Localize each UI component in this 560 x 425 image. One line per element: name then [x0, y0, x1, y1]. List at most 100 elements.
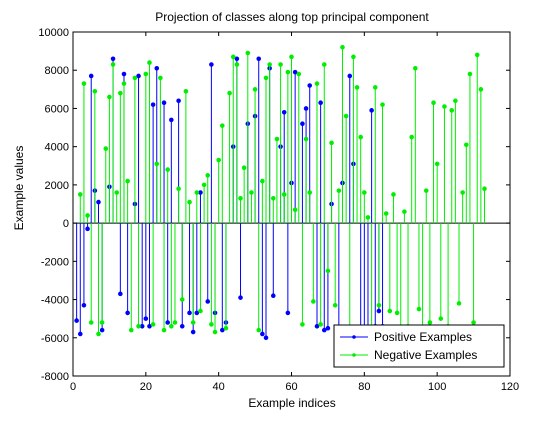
x-tick-label: 60	[285, 381, 297, 393]
stem-marker	[303, 106, 309, 111]
legend-marker	[352, 353, 356, 357]
stem-marker	[467, 71, 473, 77]
stem-marker	[118, 291, 123, 297]
stem-marker	[143, 71, 149, 77]
stem-marker	[183, 88, 189, 94]
stem-marker	[161, 327, 167, 333]
stem-marker	[194, 190, 200, 195]
stem-marker	[96, 331, 101, 337]
stem-marker	[325, 325, 331, 331]
stem-marker	[362, 190, 367, 195]
stem-marker	[139, 324, 145, 329]
stem-marker	[260, 178, 265, 184]
stem-marker	[442, 104, 447, 109]
stem-marker	[187, 199, 192, 205]
stem-marker	[77, 331, 83, 337]
stem-marker	[292, 69, 298, 75]
stem-marker	[307, 83, 313, 88]
stem-marker	[300, 121, 305, 127]
stem-marker	[383, 211, 389, 216]
stem-marker	[263, 335, 269, 341]
stem-marker	[391, 192, 396, 197]
stem-marker	[482, 186, 487, 192]
x-tick-label: 80	[358, 381, 370, 393]
stem-marker	[376, 308, 382, 314]
stem-marker	[369, 108, 374, 113]
stem-marker	[340, 44, 345, 50]
stem-marker	[453, 98, 458, 104]
stem-marker	[471, 320, 476, 325]
stem-marker	[230, 54, 236, 60]
stem-marker	[216, 157, 221, 163]
stem-marker	[351, 54, 356, 60]
stem-marker	[409, 134, 414, 140]
stem-marker	[449, 108, 455, 113]
stem-marker	[241, 165, 247, 170]
stem-marker	[150, 322, 156, 327]
x-tick-label: 20	[140, 381, 152, 393]
stem-marker	[285, 69, 291, 75]
stem-marker	[314, 324, 320, 329]
stem-marker	[201, 182, 207, 188]
stem-marker	[474, 52, 480, 58]
stem-marker	[314, 81, 320, 86]
stem-marker	[274, 136, 280, 142]
x-tick-label: 100	[428, 381, 446, 393]
stem-marker	[194, 310, 200, 316]
y-axis-label: Example values	[12, 146, 26, 231]
stem-marker	[347, 73, 353, 79]
stem-marker	[260, 331, 265, 337]
stem-marker	[88, 73, 94, 79]
stem-marker	[169, 117, 174, 123]
x-tick-label: 40	[213, 381, 225, 393]
stem-marker	[270, 195, 276, 201]
stem-marker	[387, 308, 393, 314]
y-tick-label: -2000	[41, 256, 69, 268]
stem-marker	[325, 268, 331, 274]
stem-marker	[190, 320, 196, 325]
stem-marker	[118, 90, 123, 96]
stem-marker	[209, 322, 214, 327]
stem-marker	[267, 62, 272, 67]
stem-marker	[212, 329, 218, 335]
stem-marker	[161, 100, 167, 106]
stem-marker	[103, 146, 109, 151]
y-tick-label: -6000	[41, 333, 69, 345]
stem-marker	[99, 327, 105, 333]
stem-marker	[169, 324, 174, 329]
stem-marker	[190, 329, 196, 335]
stem-marker	[380, 102, 385, 107]
stem-marker	[300, 322, 305, 327]
stem-marker	[198, 308, 203, 314]
stem-marker	[150, 102, 156, 107]
y-tick-label: 4000	[45, 142, 69, 154]
stem-marker	[438, 316, 444, 321]
stem-marker	[92, 88, 98, 94]
stem-marker	[147, 60, 152, 65]
stem-marker	[205, 299, 211, 304]
stem-marker	[434, 161, 440, 167]
stem-marker	[318, 322, 323, 327]
stem-marker	[329, 140, 334, 146]
plot-area	[73, 44, 510, 341]
stem-marker	[289, 54, 294, 60]
stem-marker	[81, 81, 87, 86]
stem-marker	[176, 98, 181, 104]
stem-marker	[121, 81, 127, 86]
stem-marker	[77, 192, 83, 197]
stem-marker	[416, 306, 422, 312]
stem-marker	[132, 75, 138, 81]
series-negative	[77, 44, 487, 337]
stem-marker	[285, 310, 291, 316]
legend-label: Negative Examples	[374, 348, 477, 362]
stem-marker	[74, 318, 79, 323]
stem-marker	[318, 100, 323, 106]
stem-marker	[128, 327, 134, 333]
stem-marker	[292, 207, 298, 213]
stem-marker	[154, 161, 160, 167]
stem-marker	[176, 186, 181, 192]
stem-marker	[179, 297, 185, 302]
y-tick-label: 2000	[45, 180, 69, 192]
stem-marker	[256, 327, 262, 333]
